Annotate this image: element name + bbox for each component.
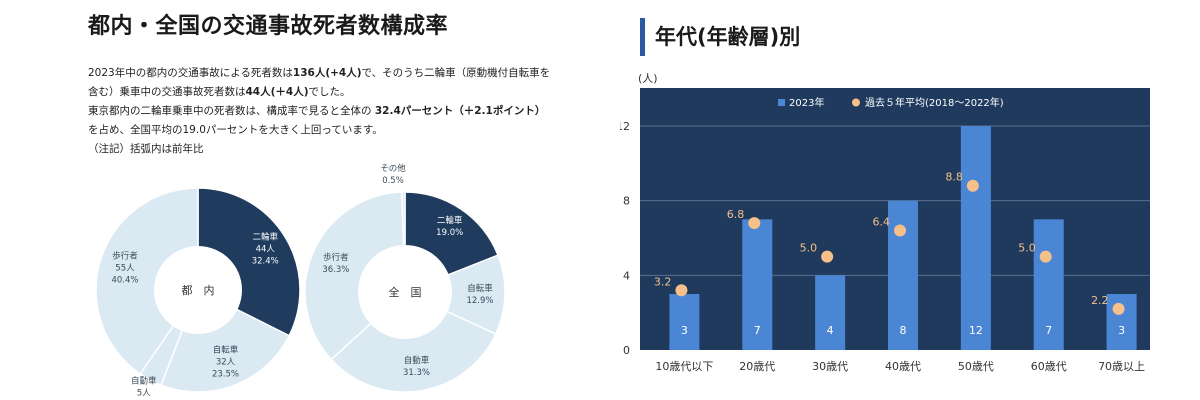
donut-slice-label: 19.0% [436, 228, 463, 238]
bar-value-label: 4 [827, 324, 834, 337]
y-tick-label: 0 [623, 344, 630, 357]
bar-value-label: 3 [1118, 324, 1125, 337]
age-section-title: 年代(年齢層)別 [640, 18, 800, 56]
avg-value-label: 6.8 [727, 208, 745, 221]
x-tick-label: 30歳代 [812, 360, 848, 373]
donut-center-label: 都 内 [182, 283, 215, 297]
description-line: 2023年中の都内の交通事故による死者数は136人(+4人)で、そのうち二輪車（… [88, 64, 588, 83]
donut-slice-label: 36.3% [322, 265, 349, 275]
donut-slice-label: 44人 [256, 245, 276, 255]
x-tick-label: 20歳代 [739, 360, 775, 373]
donut-slice-label: 二輪車 [252, 232, 278, 243]
y-tick-label: 12 [620, 120, 630, 133]
donut-slice-label: その他 [380, 163, 406, 174]
donut-slice-label: 歩行者 [323, 252, 349, 263]
donut-slice-label: 自動車 [131, 376, 157, 387]
donut-slice-1 [403, 254, 506, 336]
avg-dot-4 [966, 179, 979, 192]
x-tick-label: 60歳代 [1031, 360, 1067, 373]
description-highlight: 136人(+4人) [292, 67, 362, 79]
description-line: 含む）乗車中の交通事故死者数は44人(＋4人)でした。 [88, 83, 588, 102]
description-line: （注記）括弧内は前年比 [88, 140, 588, 159]
donut-slice-3 [95, 187, 199, 376]
avg-dot-1 [748, 217, 761, 230]
avg-value-label: 8.8 [945, 171, 963, 184]
donut-slice-label: 自動車 [404, 355, 430, 366]
bar-value-label: 7 [1045, 324, 1052, 337]
avg-value-label: 2.2 [1091, 294, 1109, 307]
description-text: 東京都内の二輪車乗車中の死者数は、構成率で見ると全体の [88, 105, 375, 117]
donut-slice-label: 0.5% [382, 176, 404, 186]
legend-swatch-dot [852, 98, 860, 107]
y-tick-label: 4 [623, 269, 630, 282]
description-highlight: 32.4パーセント（＋2.1ポイント） [374, 105, 546, 117]
description-text: でした。 [308, 86, 351, 98]
page-title: 都内・全国の交通事故死者数構成率 [88, 14, 449, 39]
donut-slice-label: 自転車 [467, 283, 493, 294]
description-text: 含む）乗車中の交通事故死者数は [88, 86, 246, 98]
bar-0 [669, 294, 700, 350]
donut-center-label: 全 国 [389, 285, 422, 299]
y-unit-label: (人) [638, 72, 658, 85]
avg-dot-5 [1039, 250, 1052, 263]
bar-1 [742, 219, 773, 350]
bar-value-label: 12 [969, 324, 983, 337]
avg-dot-0 [675, 284, 688, 297]
legend-swatch-bar [778, 99, 785, 106]
avg-dot-3 [894, 224, 906, 237]
donut-slice-label: 二輪車 [437, 215, 463, 226]
legend-label: 2023年 [789, 96, 824, 109]
description-line: 東京都内の二輪車乗車中の死者数は、構成率で見ると全体の 32.4パーセント（＋2… [88, 102, 588, 121]
x-tick-label: 50歳代 [958, 360, 994, 373]
legend-label: 過去５年平均(2018～2022年) [865, 96, 1004, 109]
donut-slice-label: 31.3% [403, 368, 430, 378]
description-highlight: 44人(＋4人) [245, 86, 309, 98]
x-tick-label: 70歳以上 [1098, 360, 1145, 373]
donut-slice-label: 32.4% [252, 257, 279, 267]
donut-slice-label: 12.9% [466, 296, 493, 306]
description-text: を占め、全国平均の19.0パーセントを大きく上回っています。 [88, 124, 383, 136]
donut-hole [154, 246, 242, 334]
description-text: で、そのうち二輪車（原動機付自転車を [361, 67, 551, 79]
age-bar-chart: 0 4 8 12 2023年 過去５年平均(2018～2022年) 3 3.2 10歳代以下 7 6… [620, 88, 1150, 373]
national-donut-chart: 二輪車 19.0% 自転車 12.9% 自動車 31.3% 歩行者 36.3% その他 0.5% 全… [302, 163, 512, 396]
bar-5 [1033, 219, 1064, 350]
description: 2023年中の都内の交通事故による死者数は136人(+4人)で、そのうち二輪車（… [88, 64, 588, 159]
avg-dot-6 [1112, 302, 1125, 315]
avg-value-label: 6.4 [873, 216, 891, 229]
tokyo-donut-chart: 二輪車44人32.4%自転車32人23.5%自動車5人3.7%歩行者55人40.… [95, 186, 301, 399]
description-line: を占め、全国平均の19.0パーセントを大きく上回っています。 [88, 121, 588, 140]
description-text: 2023年中の都内の交通事故による死者数は [88, 67, 293, 79]
donut-slice-label: 40.4% [111, 275, 138, 285]
donut-slice-label: 32人 [216, 357, 236, 367]
legend: 2023年 過去５年平均(2018～2022年) [778, 96, 1004, 109]
avg-value-label: 3.2 [654, 275, 672, 288]
donut-slice-label: 自転車 [213, 344, 239, 355]
donut-slice-3 [304, 191, 406, 361]
donut-slice-label: 歩行者 [112, 250, 138, 261]
bar-value-label: 3 [681, 324, 688, 337]
donut-slice-label: 5人 [137, 389, 151, 399]
x-tick-label: 40歳代 [885, 360, 921, 373]
donut-slice-label: 23.5% [212, 369, 239, 379]
bar-value-label: 8 [900, 324, 907, 337]
y-tick-label: 8 [623, 195, 630, 208]
donut-slice-label: 55人 [115, 263, 135, 273]
avg-value-label: 5.0 [1018, 242, 1036, 255]
avg-value-label: 5.0 [800, 242, 818, 255]
description-text: （注記）括弧内は前年比 [88, 143, 204, 155]
bar-6 [1106, 294, 1137, 350]
donut-hole [358, 245, 452, 339]
bar-value-label: 7 [754, 324, 761, 337]
bar-2 [815, 275, 846, 350]
avg-dot-2 [821, 250, 834, 263]
bar-4 [960, 126, 991, 350]
x-tick-label: 10歳代以下 [655, 360, 713, 373]
donut-slice-2 [330, 291, 497, 393]
